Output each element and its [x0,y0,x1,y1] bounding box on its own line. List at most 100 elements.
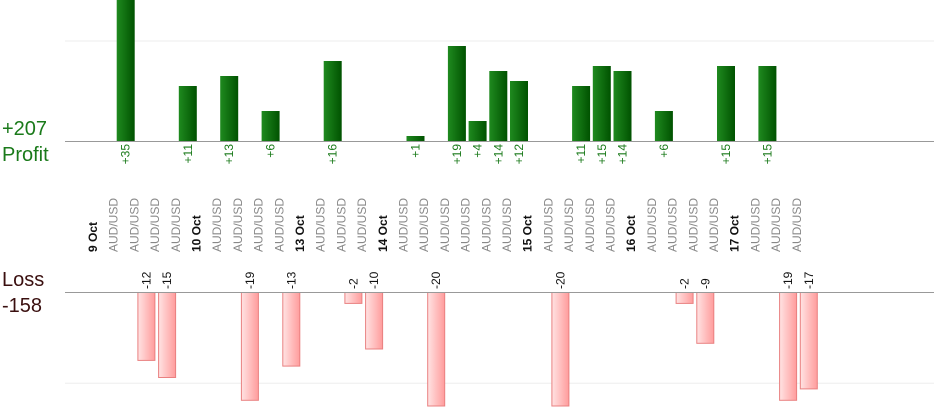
loss-value-label: -19 [243,271,257,289]
loss-bar [344,292,363,304]
profit-value-label: +11 [181,144,195,164]
profit-value-label: +14 [491,144,505,165]
profit-value-label: +16 [326,144,340,165]
loss-value-label: -10 [367,271,381,289]
symbol-label: AUD/USD [583,198,597,252]
symbol-label: AUD/USD [707,198,721,252]
symbol-label: AUD/USD [314,198,328,252]
loss-bar [158,292,177,378]
loss-label: Loss [2,269,45,291]
profit-value-label: +15 [595,144,609,165]
loss-value-label: -15 [160,271,174,289]
symbol-label: AUD/USD [790,198,804,252]
profit-value-label: +6 [264,144,278,158]
loss-value-label: -13 [284,271,298,289]
date-label: 14 Oct [376,215,390,252]
symbol-label: AUD/USD [148,198,162,252]
profit-bar [468,121,487,141]
loss-bar [240,292,259,401]
profit-value-label: +4 [471,144,485,158]
symbol-label: AUD/USD [417,198,431,252]
loss-total: -158 [2,295,43,317]
loss-bar [427,292,446,407]
symbol-label: AUD/USD [541,198,555,252]
profit-value-label: +1 [409,144,423,158]
profit-bar [178,86,197,141]
symbol-label: AUD/USD [127,198,141,252]
symbol-label: AUD/USD [272,198,286,252]
loss-bar [282,292,301,367]
profit-bar [572,86,591,141]
baselines [65,141,934,293]
loss-value-label: -20 [553,271,567,289]
loss-value-label: -20 [429,271,443,289]
symbol-label: AUD/USD [459,198,473,252]
profit-bar [758,66,777,141]
symbol-label: AUD/USD [334,198,348,252]
bar-value-labels: +35 -12 -15 +11 +13 -19 +6 -13 +16 -2 -10 +1 -20 +19 +… [119,144,816,289]
symbol-label: AUD/USD [231,198,245,252]
profit-bar [489,71,508,141]
profit-value-label: +15 [760,144,774,165]
loss-value-label: -2 [678,278,692,289]
symbol-label: AUD/USD [748,198,762,252]
symbol-label: AUD/USD [645,198,659,252]
symbol-label: AUD/USD [397,198,411,252]
date-label: 13 Oct [293,215,307,252]
date-label: 16 Oct [624,215,638,252]
profit-bar [406,136,425,141]
profit-bar [116,0,135,141]
symbol-label: AUD/USD [500,198,514,252]
profit-bar [323,61,342,141]
loss-bar [675,292,694,304]
symbol-label: AUD/USD [666,198,680,252]
profit-value-label: +15 [719,144,733,165]
date-label: 15 Oct [521,215,535,252]
profit-bar [447,46,466,141]
date-label: 9 Oct [86,222,100,252]
profit-value-label: +19 [450,144,464,165]
symbol-label: AUD/USD [355,198,369,252]
symbol-label: AUD/USD [252,198,266,252]
loss-value-label: -12 [139,271,153,289]
loss-bar [365,292,384,350]
profit-bar [592,66,611,141]
profit-value-label: +12 [512,144,526,165]
loss-value-label: -9 [698,278,712,289]
profit-value-label: +13 [222,144,236,165]
profit-bar [613,71,632,141]
profit-value-label: +14 [616,144,630,165]
loss-value-label: -2 [346,278,360,289]
profit-total: +207 [2,118,48,140]
symbol-label: AUD/USD [479,198,493,252]
loss-value-label: -17 [802,271,816,289]
symbol-label: AUD/USD [107,198,121,252]
symbol-label: AUD/USD [562,198,576,252]
profit-bar [261,111,280,141]
profit-bars [116,0,777,141]
loss-bar [137,292,156,361]
symbol-label: AUD/USD [686,198,700,252]
symbol-label: AUD/USD [169,198,183,252]
loss-value-label: -19 [781,271,795,289]
symbol-label: AUD/USD [769,198,783,252]
profit-bar [654,111,673,141]
symbol-label: AUD/USD [438,198,452,252]
profit-label: Profit [2,144,49,166]
profit-bar [510,81,528,141]
profit-bar [220,76,239,141]
loss-bar [551,292,570,407]
symbol-label: AUD/USD [604,198,618,252]
date-label: 17 Oct [728,215,742,252]
symbol-label: AUD/USD [210,198,224,252]
profit-value-label: +35 [119,144,133,165]
loss-bars [137,292,818,407]
profit-value-label: +6 [657,144,671,158]
loss-bar [799,292,818,390]
loss-bar [696,292,715,344]
date-label: 10 Oct [190,215,204,252]
profit-bar [717,66,735,141]
loss-bar [779,292,798,401]
x-tick-labels: 9 Oct AUD/USD AUD/USD AUD/USD AUD/USD 10 Oct A… [86,198,804,252]
